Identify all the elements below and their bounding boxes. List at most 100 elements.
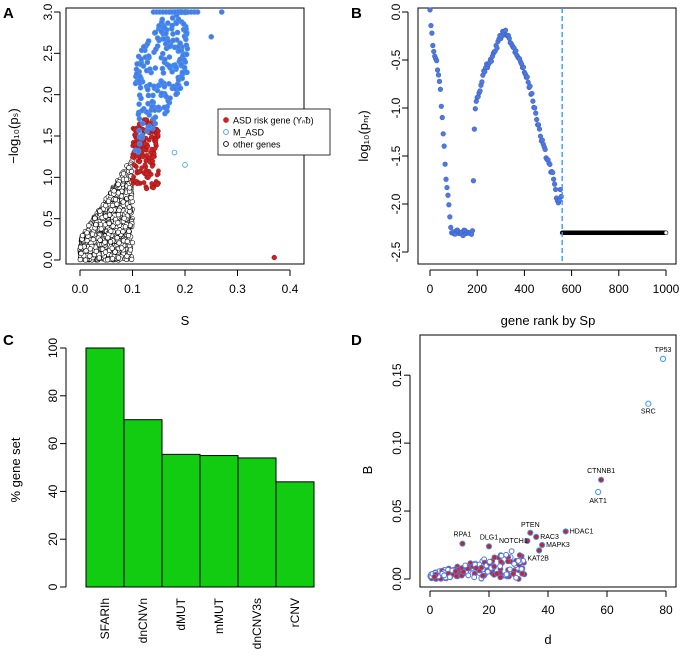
gene-point-mapk3	[539, 541, 546, 549]
gene-rank-point-last	[663, 230, 669, 236]
y-tick-label: 40	[46, 484, 60, 498]
gene-point-tp53	[659, 355, 667, 362]
y-tick-label: 0.15	[390, 363, 404, 387]
y-tick-label: -2.5	[389, 241, 403, 262]
gene-rank-point	[438, 103, 444, 109]
other-gene-point	[78, 250, 84, 257]
gene-point	[498, 552, 505, 559]
y-tick-label: 0.00	[390, 567, 404, 591]
other-gene-point	[102, 239, 108, 245]
other-gene-point	[105, 235, 111, 241]
m-asd-point	[173, 64, 179, 71]
gene-point	[479, 572, 486, 579]
m-asd-point	[138, 95, 144, 102]
m-asd-point	[178, 61, 184, 68]
gene-point-notch1	[524, 537, 531, 545]
other-gene-point	[115, 220, 121, 226]
other-gene-point	[126, 165, 132, 171]
m-asd-point	[145, 53, 152, 59]
bar-rcnv	[275, 481, 315, 588]
other-gene-point	[82, 257, 89, 263]
y-tick-label: 1.0	[41, 169, 55, 186]
x-tick-label: 0	[427, 603, 434, 617]
other-gene-point	[92, 215, 98, 221]
x-tick-label: 40	[541, 603, 555, 617]
other-gene-point	[90, 236, 96, 243]
m-asd-point	[169, 68, 175, 75]
gene-point-pten	[527, 529, 534, 536]
y-tick-label: 0.10	[390, 431, 404, 455]
gene-rank-point	[443, 176, 449, 182]
legend-label: other genes	[233, 140, 281, 150]
m-asd-point	[143, 67, 150, 74]
m-asd-point	[146, 123, 153, 130]
gene-rank-point	[428, 22, 434, 29]
gene-rank-point	[471, 126, 477, 132]
gene-point	[473, 565, 480, 572]
gene-point	[462, 562, 469, 569]
x-axis-label: d	[544, 632, 551, 647]
gene-rank-point	[441, 143, 447, 149]
m-asd-point	[136, 78, 143, 84]
legend-label: M_ASD	[233, 128, 265, 138]
m-asd-point	[158, 90, 165, 97]
legend-box	[217, 108, 331, 156]
other-gene-point	[111, 188, 117, 194]
other-gene-point	[125, 232, 132, 239]
other-gene-point	[93, 222, 99, 228]
gene-point	[497, 563, 503, 570]
m-asd-point	[136, 116, 143, 122]
y-tick-label: 100	[46, 338, 60, 358]
x-tick-label: dMUT	[174, 597, 188, 630]
y-tick-label: 0	[46, 583, 60, 590]
other-gene-point	[115, 229, 121, 235]
gene-rank-point	[447, 214, 453, 220]
m-asd-point	[161, 36, 168, 42]
gene-point	[431, 573, 438, 580]
asd-risk-gene-point	[149, 134, 154, 140]
y-axis-label: B	[360, 466, 375, 475]
gene-point	[452, 568, 459, 575]
point-label-rac3: RAC3	[540, 534, 559, 541]
other-gene-point	[115, 255, 122, 261]
x-tick-label: 60	[600, 603, 614, 617]
other-gene-point	[122, 224, 128, 230]
m-asd-point	[158, 28, 165, 35]
gene-rank-point	[533, 110, 539, 116]
m-asd-point	[134, 61, 140, 67]
m-asd-point	[153, 46, 159, 53]
m-asd-point	[163, 30, 169, 37]
plot-frame	[419, 334, 677, 588]
m-asd-point	[171, 149, 178, 156]
m-asd-point	[152, 114, 159, 121]
gene-rank-point	[502, 27, 509, 33]
asd-risk-gene-point	[143, 171, 149, 177]
gene-rank-point	[434, 67, 441, 73]
m-asd-point	[136, 127, 142, 134]
bar-mmut	[199, 455, 239, 588]
x-tick-label: 400	[514, 282, 534, 296]
bar-dmut	[161, 453, 201, 588]
gene-rank-point	[550, 169, 556, 176]
y-tick-label: 0.0	[389, 3, 403, 20]
gene-point	[465, 572, 472, 579]
m-asd-point	[161, 83, 168, 90]
m-asd-point	[166, 81, 172, 87]
y-tick-label: 60	[46, 437, 60, 451]
plot-frame	[417, 7, 677, 265]
m-asd-point	[166, 54, 173, 60]
y-tick-label: 80	[46, 389, 60, 403]
m-asd-point	[144, 59, 151, 66]
x-tick-label: 800	[609, 282, 629, 296]
point-label-tp53: TP53	[655, 347, 672, 354]
x-tick-label: dnCNVn	[136, 598, 150, 643]
other-gene-point	[123, 176, 130, 182]
m-asd-point	[144, 128, 150, 134]
other-gene-point	[97, 208, 103, 214]
gene-point	[503, 551, 510, 558]
m-asd-point	[146, 112, 152, 118]
gene-point	[516, 552, 523, 559]
gene-rank-point	[470, 178, 477, 184]
other-gene-point	[109, 256, 116, 262]
m-asd-point	[137, 84, 144, 91]
